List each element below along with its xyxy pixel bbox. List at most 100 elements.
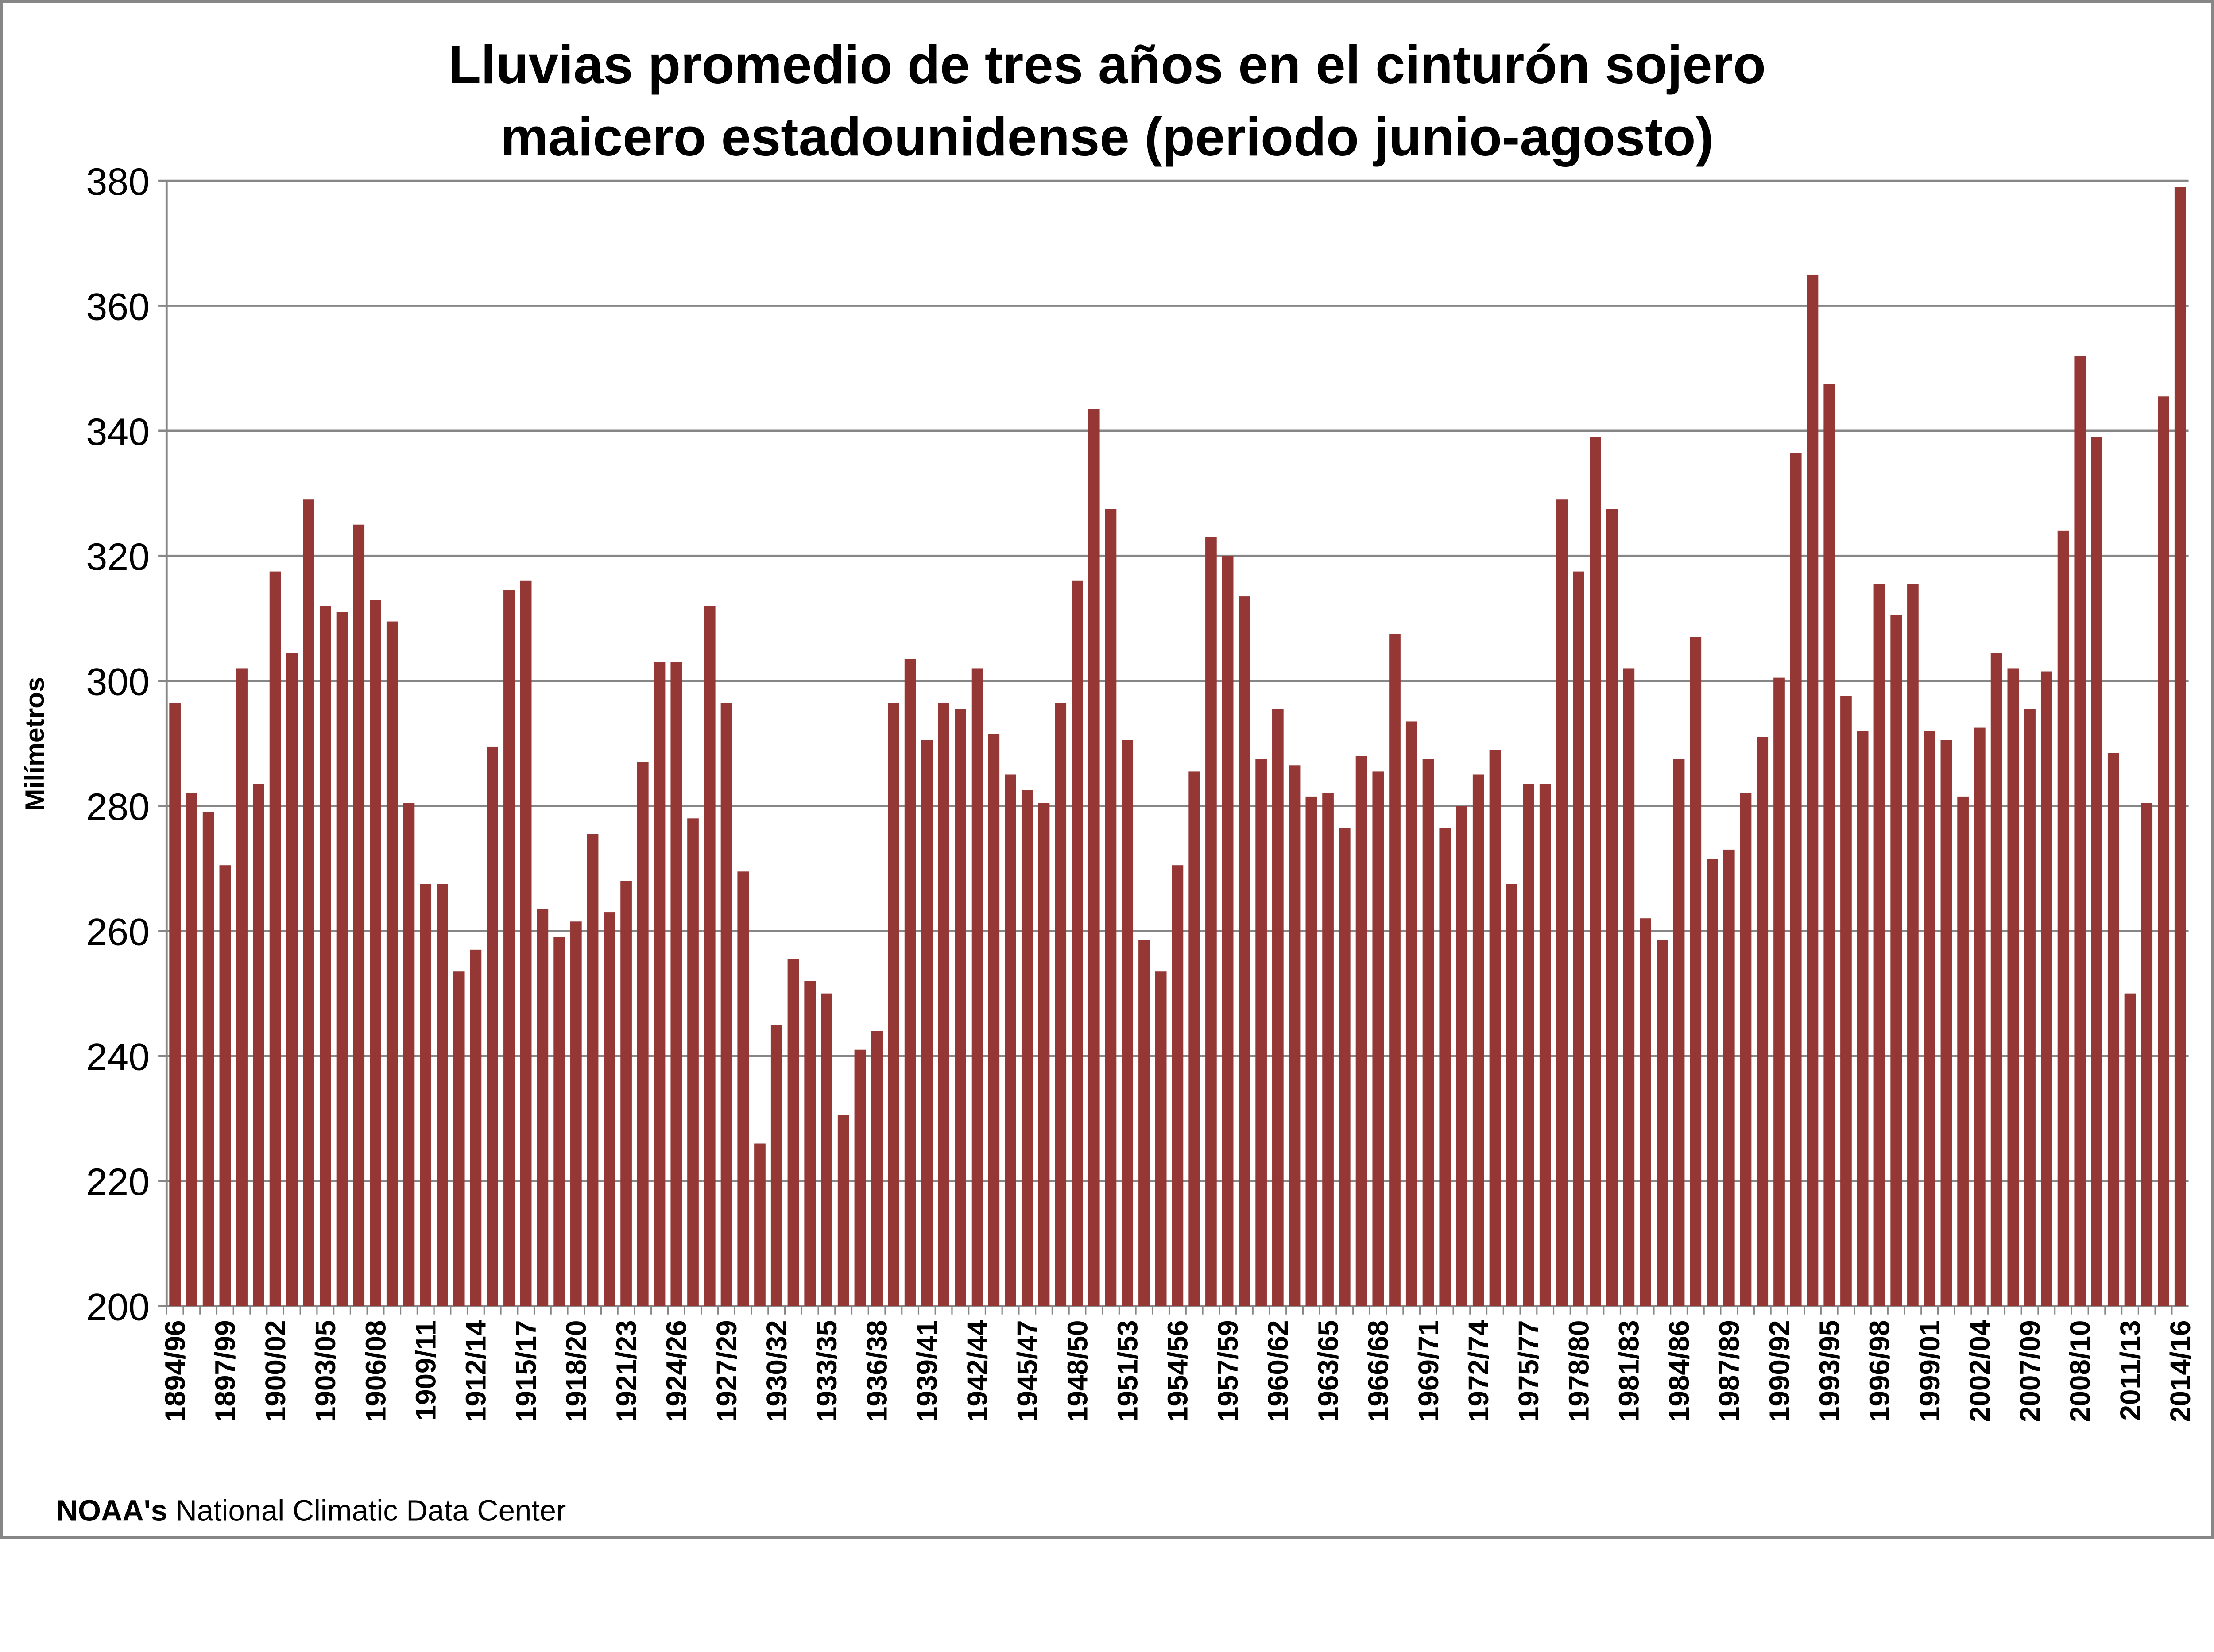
bar-1990-92 [1773, 677, 1785, 1306]
x-tick-label: 1894/96 [159, 1320, 191, 1422]
x-tick-label: 2002/04 [1964, 1320, 1996, 1422]
x-tick-label: 1996/98 [1864, 1320, 1896, 1422]
bar-1930-32 [770, 1025, 782, 1306]
bar-2011-13 [2124, 993, 2136, 1306]
y-tick-label: 280 [86, 786, 150, 828]
source-credit-bold: NOAA's [57, 1494, 167, 1527]
bar-1941-43 [955, 709, 966, 1306]
x-tick-label: 1939/41 [911, 1320, 943, 1422]
x-tick-label: 1942/44 [961, 1320, 993, 1422]
bar-1905-07 [353, 524, 365, 1306]
bar-1919-21 [587, 834, 599, 1306]
bar-1934-36 [837, 1115, 849, 1306]
bar-1894-96 [169, 703, 181, 1306]
bar-2014-16 [2174, 187, 2186, 1306]
bar-1968-70 [1405, 721, 1417, 1306]
y-tick-label: 320 [86, 536, 150, 578]
bar-1906-08 [370, 600, 381, 1306]
bar-1925-27 [687, 818, 699, 1306]
bar-1999-01 [1924, 731, 1935, 1306]
bar-1965-67 [1355, 756, 1367, 1306]
bar-1942-44 [971, 668, 983, 1306]
bar-1933-35 [821, 993, 832, 1306]
bar-1896-98 [202, 812, 214, 1306]
bar-1932-34 [804, 981, 816, 1306]
x-tick-label: 1912/14 [460, 1320, 492, 1422]
bar-1983-85 [1657, 940, 1668, 1306]
x-tick-label: 1933/35 [811, 1320, 843, 1422]
chart-title-line-2: maicero estadounidense (periodo junio-ag… [500, 107, 1714, 167]
bar-1943-45 [988, 734, 1000, 1306]
bar-1926-28 [704, 606, 716, 1306]
bar-1910-12 [437, 884, 448, 1306]
bar-1897-99 [219, 865, 231, 1306]
x-tick-label: 1945/47 [1011, 1320, 1043, 1422]
y-tick-label: 220 [86, 1161, 150, 1203]
bar-1904-06 [336, 612, 348, 1306]
bar-1950-52 [1105, 509, 1117, 1306]
bar-1969-71 [1422, 759, 1434, 1306]
bar-1911-13 [453, 971, 465, 1306]
x-tick-label: 1984/86 [1663, 1320, 1695, 1422]
bar-1938-40 [904, 659, 916, 1306]
bar-1957-59 [1222, 556, 1234, 1306]
x-tick-label: 1960/62 [1262, 1320, 1294, 1422]
bar-1985-87 [1690, 637, 1702, 1306]
x-tick-label: 1897/99 [209, 1320, 241, 1422]
bar-1959-61 [1255, 759, 1267, 1306]
bar-1988-90 [1740, 793, 1752, 1306]
x-tick-label: 1966/68 [1362, 1320, 1394, 1422]
x-tick-label: 1978/80 [1563, 1320, 1595, 1422]
x-tick-label: 1993/95 [1814, 1320, 1846, 1422]
x-tick-label: 1936/38 [861, 1320, 893, 1422]
bar-1986-88 [1707, 859, 1718, 1306]
x-tick-label: 1921/23 [610, 1320, 642, 1422]
bar-1991-93 [1790, 453, 1802, 1306]
bar-1929-31 [754, 1143, 766, 1306]
bar-1995-97 [1857, 731, 1869, 1306]
bar-1970-72 [1439, 828, 1451, 1306]
bar-1915-17 [520, 580, 532, 1306]
bar-2006-08 [2040, 671, 2052, 1306]
bar-1931-33 [787, 959, 799, 1306]
bar-2005-07 [2024, 709, 2036, 1306]
bar-1949-51 [1088, 409, 1100, 1306]
bar-1914-16 [503, 590, 515, 1306]
bar-1948-50 [1072, 580, 1083, 1306]
bar-2002-04 [1974, 727, 1986, 1306]
bar-1928-30 [737, 871, 749, 1306]
bar-1992-94 [1807, 274, 1819, 1306]
bar-1960-62 [1272, 709, 1284, 1306]
x-tick-label: 1990/92 [1763, 1320, 1795, 1422]
bar-1958-60 [1239, 596, 1250, 1306]
bar-1967-69 [1389, 634, 1401, 1306]
bar-1917-19 [554, 937, 565, 1306]
bar-1987-89 [1723, 849, 1735, 1306]
x-tick-label: 1975/77 [1513, 1320, 1544, 1422]
bar-1964-66 [1339, 828, 1351, 1306]
bar-1916-18 [537, 909, 549, 1306]
bar-1913-15 [487, 746, 498, 1306]
x-tick-label: 1915/17 [510, 1320, 542, 1422]
x-tick-label: 1918/20 [560, 1320, 592, 1422]
bar-2008-10 [2074, 356, 2086, 1306]
bar-1944-46 [1005, 774, 1016, 1306]
bar-1994-96 [1840, 696, 1852, 1306]
bar-1982-84 [1640, 918, 1651, 1306]
bar-1952-54 [1138, 940, 1150, 1306]
bar-1976-78 [1539, 784, 1551, 1306]
x-tick-label: 1948/50 [1061, 1320, 1093, 1422]
x-tick-label: 1954/56 [1162, 1320, 1194, 1422]
bar-1907-09 [386, 621, 398, 1306]
bar-1989-91 [1757, 737, 1769, 1306]
x-tick-label: 1987/89 [1713, 1320, 1745, 1422]
bar-1909-11 [420, 884, 432, 1306]
x-tick-label: 1957/59 [1212, 1320, 1244, 1422]
x-tick-label: 2008/10 [2064, 1320, 2096, 1422]
bar-1935-37 [854, 1049, 866, 1306]
bar-1903-05 [319, 606, 331, 1306]
bar-2012-14 [2141, 803, 2153, 1306]
x-tick-label: 2011/13 [2114, 1320, 2146, 1420]
source-credit: NOAA's National Climatic Data Center [57, 1494, 566, 1527]
bar-1963-65 [1322, 793, 1334, 1306]
